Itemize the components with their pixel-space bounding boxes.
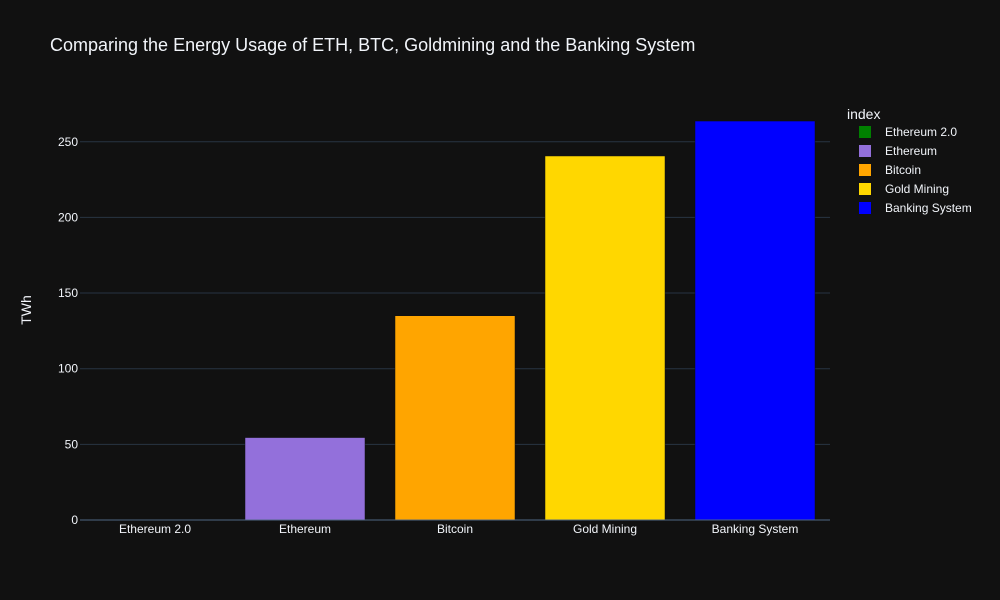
- x-tick-label: Gold Mining: [573, 522, 637, 536]
- legend-label: Ethereum 2.0: [885, 125, 957, 139]
- legend-item-bitcoin[interactable]: Bitcoin: [859, 163, 921, 177]
- legend-item-ethereum-2-0[interactable]: Ethereum 2.0: [859, 125, 957, 139]
- y-axis-ticks: 0 50 100 150 200 250: [58, 135, 78, 527]
- legend-swatch: [859, 202, 871, 214]
- bars: [80, 120, 830, 521]
- bar-banking-system[interactable]: [694, 120, 816, 521]
- legend-label: Bitcoin: [885, 163, 921, 177]
- legend-items: Ethereum 2.0 Ethereum Bitcoin Gold Mining Ba…: [859, 125, 972, 215]
- y-tick-label: 0: [71, 513, 78, 527]
- y-axis-label: TWh: [18, 295, 34, 325]
- x-axis-ticks: Ethereum 2.0 Ethereum Bitcoin Gold Mining Ba…: [119, 522, 798, 536]
- y-tick-label: 150: [58, 286, 78, 300]
- legend-item-gold-mining[interactable]: Gold Mining: [859, 182, 949, 196]
- x-tick-label: Banking System: [712, 522, 799, 536]
- legend-item-ethereum[interactable]: Ethereum: [859, 144, 937, 158]
- x-tick-label: Ethereum: [279, 522, 331, 536]
- bar-gold-mining[interactable]: [544, 155, 666, 521]
- y-tick-label: 100: [58, 362, 78, 376]
- bar-bitcoin[interactable]: [394, 315, 516, 521]
- x-tick-label: Ethereum 2.0: [119, 522, 191, 536]
- legend-item-banking-system[interactable]: Banking System: [859, 201, 972, 215]
- bar-ethereum[interactable]: [244, 437, 366, 521]
- y-tick-label: 250: [58, 135, 78, 149]
- y-tick-label: 200: [58, 210, 78, 224]
- legend-swatch: [859, 164, 871, 176]
- legend: index Ethereum 2.0 Ethereum Bitcoin Gold Mi…: [847, 106, 972, 215]
- legend-label: Banking System: [885, 201, 972, 215]
- legend-swatch: [859, 183, 871, 195]
- x-tick-label: Bitcoin: [437, 522, 473, 536]
- legend-swatch: [859, 145, 871, 157]
- y-tick-label: 50: [65, 437, 79, 451]
- chart-title: Comparing the Energy Usage of ETH, BTC, …: [50, 35, 695, 55]
- legend-title: index: [847, 106, 880, 122]
- legend-label: Gold Mining: [885, 182, 949, 196]
- legend-swatch: [859, 126, 871, 138]
- legend-label: Ethereum: [885, 144, 937, 158]
